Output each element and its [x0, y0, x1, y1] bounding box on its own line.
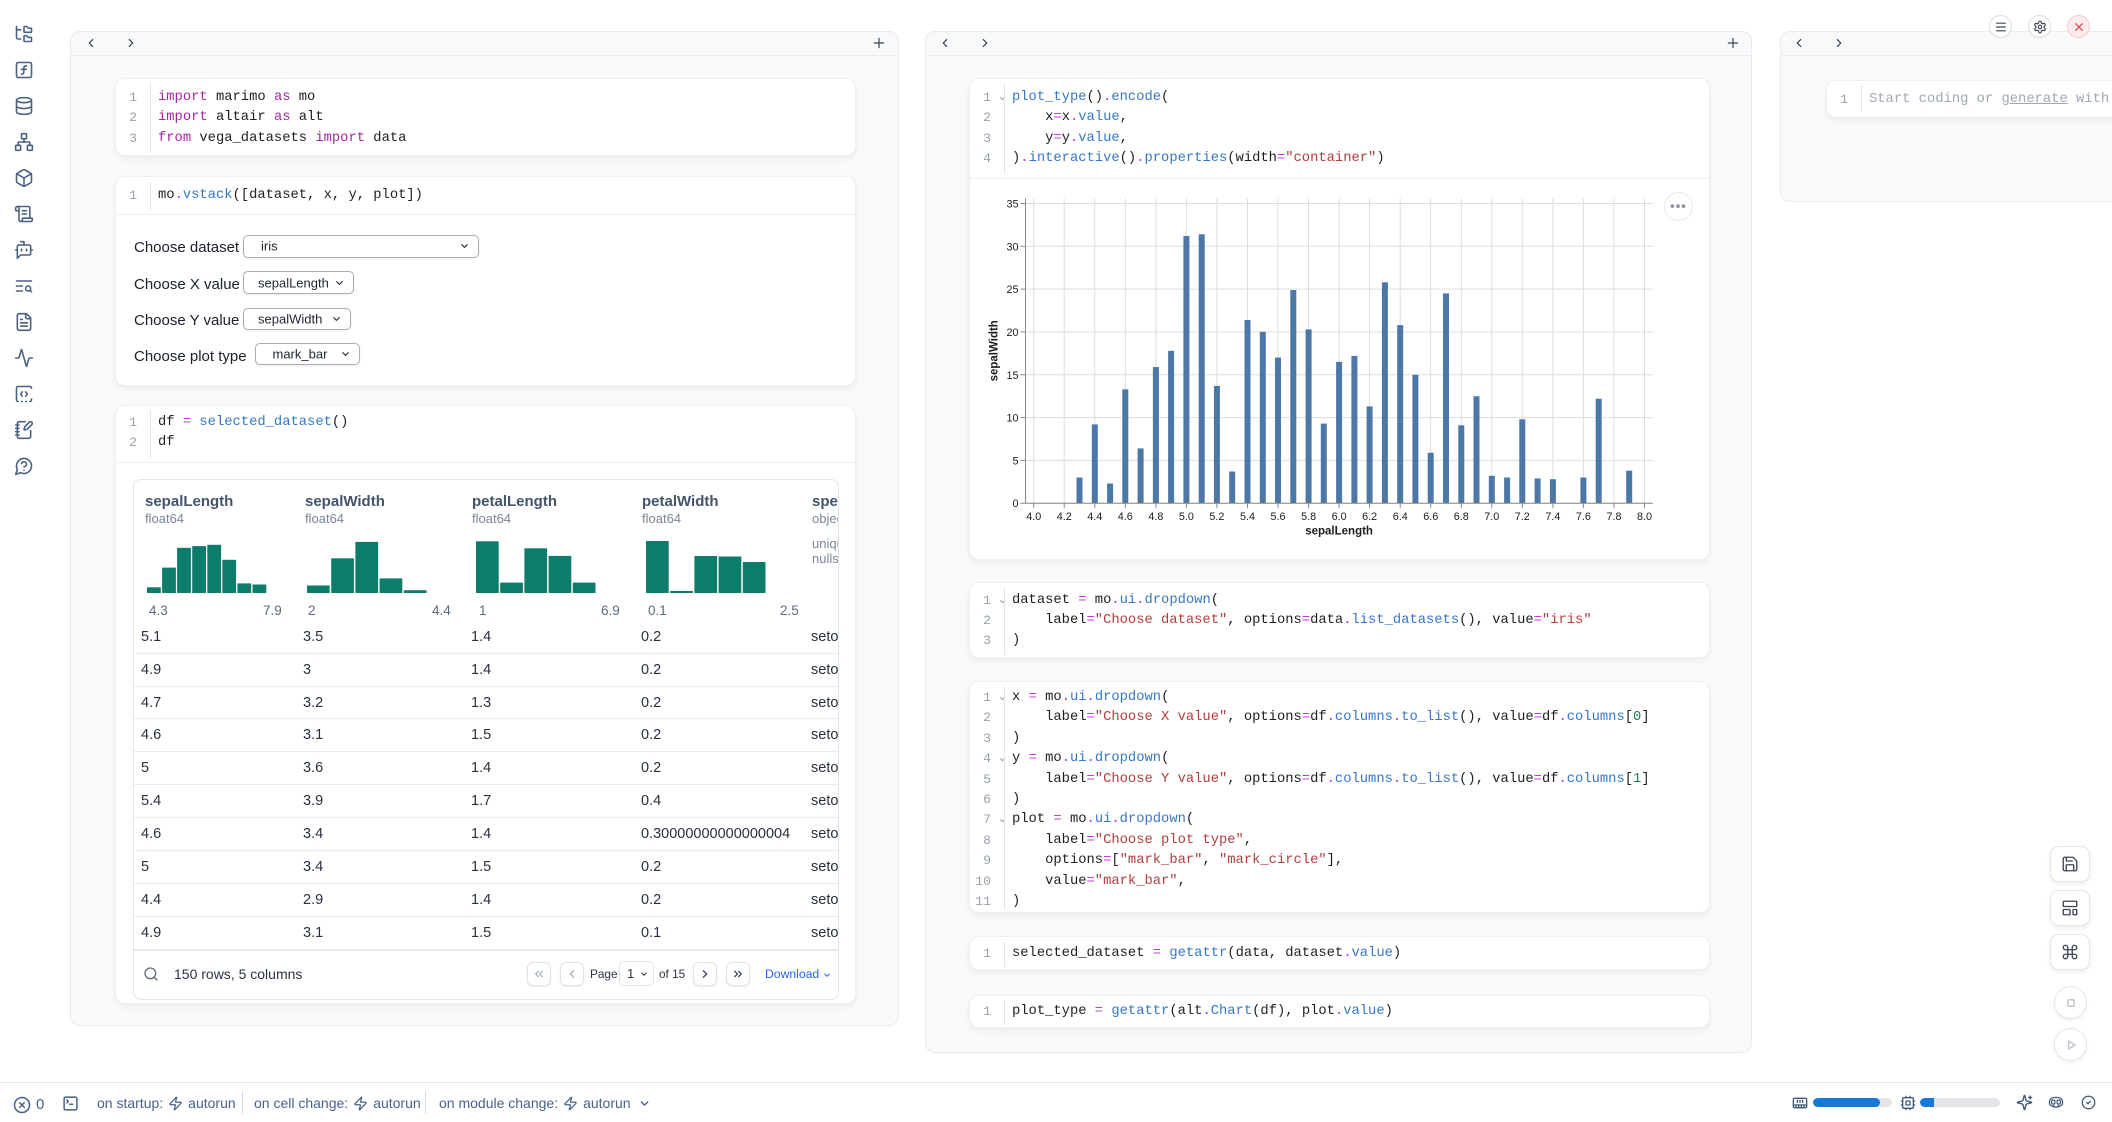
svg-text:6.2: 6.2	[1362, 511, 1377, 523]
svg-text:5.4: 5.4	[1240, 511, 1255, 523]
svg-text:0: 0	[1012, 498, 1018, 510]
svg-text:7.4: 7.4	[1545, 511, 1560, 523]
svg-text:7.8: 7.8	[1606, 511, 1621, 523]
svg-text:6.4: 6.4	[1393, 511, 1408, 523]
svg-text:4.8: 4.8	[1148, 511, 1163, 523]
svg-text:sepalWidth: sepalWidth	[989, 320, 1001, 381]
svg-text:35: 35	[1006, 198, 1018, 210]
svg-text:7.2: 7.2	[1515, 511, 1530, 523]
svg-text:5.8: 5.8	[1301, 511, 1316, 523]
svg-text:6.0: 6.0	[1332, 511, 1347, 523]
svg-text:6.6: 6.6	[1423, 511, 1438, 523]
svg-text:4.2: 4.2	[1057, 511, 1072, 523]
svg-text:5: 5	[1012, 455, 1018, 467]
svg-text:4.6: 4.6	[1118, 511, 1133, 523]
svg-text:5.0: 5.0	[1179, 511, 1194, 523]
svg-text:15: 15	[1006, 370, 1018, 382]
svg-text:8.0: 8.0	[1637, 511, 1652, 523]
svg-text:7.0: 7.0	[1484, 511, 1499, 523]
svg-text:7.6: 7.6	[1576, 511, 1591, 523]
svg-text:20: 20	[1006, 327, 1018, 339]
svg-text:25: 25	[1006, 284, 1018, 296]
svg-text:4.4: 4.4	[1087, 511, 1102, 523]
svg-text:4.0: 4.0	[1026, 511, 1041, 523]
svg-text:5.2: 5.2	[1209, 511, 1224, 523]
svg-text:6.8: 6.8	[1454, 511, 1469, 523]
svg-text:30: 30	[1006, 241, 1018, 253]
svg-text:10: 10	[1006, 413, 1018, 425]
svg-text:sepalLength: sepalLength	[1305, 526, 1373, 538]
svg-text:5.6: 5.6	[1270, 511, 1285, 523]
